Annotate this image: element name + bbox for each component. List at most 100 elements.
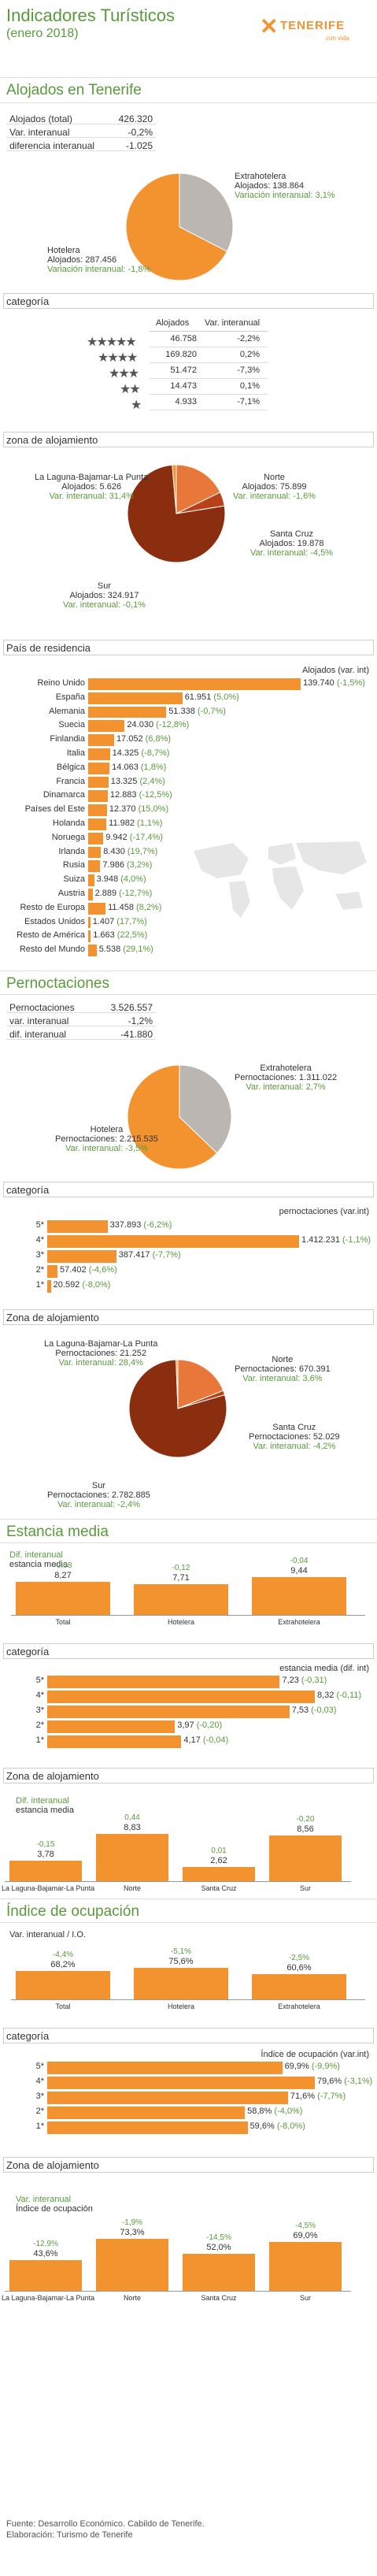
bar-category-label: Italia [66, 748, 85, 758]
bar-value-label: 8.430 (19,7%) [103, 847, 157, 856]
bar-category-label: 5* [35, 1676, 44, 1685]
bar-var: (-9,9%) [309, 2062, 340, 2071]
bar-category-label: Países del Este [24, 804, 85, 815]
bar [88, 916, 91, 929]
bar-category-label: Noruega [51, 832, 85, 842]
bar [88, 762, 110, 774]
column-category-label: Extrahotelera [278, 2003, 320, 2010]
bar-value: 13.325 [110, 776, 138, 786]
column-bar [269, 1835, 342, 1881]
cat-value: 4.933 [175, 397, 197, 406]
oc-zona-title: Zona de alojamiento [6, 2159, 99, 2171]
est-zona-title: Zona de alojamiento [6, 1770, 99, 1782]
column-bar [252, 1577, 346, 1615]
bar [88, 930, 91, 943]
column-value-label: 68,2% [50, 1959, 76, 1969]
column-diff-label: -2,5% [288, 1953, 310, 1962]
bar-value-label: 71,6% (-7,7%) [290, 2092, 346, 2101]
column-value-label: 75,6% [168, 1957, 194, 1966]
bar-value: 71,6% [290, 2092, 316, 2101]
cat-var: -2,2% [237, 334, 260, 343]
bar-var: (-0,7%) [194, 706, 226, 716]
bar-value: 1.663 [93, 930, 115, 941]
bar-value: 11.982 [109, 818, 135, 828]
bar-category-label: Bélgica [56, 762, 85, 772]
cat-var: -7,3% [237, 366, 260, 375]
bar-value: 79,6% [317, 2077, 342, 2086]
star-rating-icon: ★★ [120, 383, 141, 396]
bar-value: 7.986 [102, 860, 124, 870]
column-value-label: 2,62 [210, 1856, 227, 1866]
world-map-icon [194, 841, 367, 918]
bar-value: 51.338 [168, 706, 195, 716]
column-category-label: Santa Cruz [201, 2294, 237, 2302]
pie-slice-extrahotelera [179, 1065, 232, 1154]
bar-value-label: 9.942 (-17,4%) [105, 833, 163, 842]
tenerife-logo: ✕ TENERIFE con vida [260, 16, 362, 47]
column-axis-line [11, 1615, 365, 1616]
zona-laguna-label: La Laguna-Bajamar-La Punta Alojados: 5.62… [35, 473, 149, 501]
pz-norte-label: Norte Pernoctaciones: 670.391 Var. interan… [235, 1355, 331, 1383]
column-category-label: Extrahotelera [278, 1618, 320, 1626]
est-zona-legend-diff: Dif. interanual [16, 1796, 69, 1806]
cat-row-divider [150, 378, 268, 379]
pie-slice-laguna [172, 465, 177, 514]
bar-value: 57.402 [60, 1265, 87, 1275]
estancia-heading: Estancia media [6, 1524, 109, 1540]
alojados-total-row: Alojados (total) 426.320 [6, 112, 156, 124]
bar-value-label: 7,53 (-0,03) [292, 1706, 337, 1715]
page-subtitle: (enero 2018) [6, 27, 79, 40]
bar [47, 2121, 248, 2134]
bar-value-label: 51.338 (-0,7%) [168, 707, 226, 716]
logo-tagline: con vida [326, 35, 349, 42]
ocup-columns: -4,4% 68,2% Total -5,1% 75,6% Hotelera -2,5% 60… [0, 1932, 377, 2015]
bar-value-label: 12.883 (-12,5%) [110, 790, 172, 800]
bar-value-label: 14.063 (1,8%) [112, 763, 166, 772]
bar-category-label: 4* [35, 2077, 44, 2086]
page-title: Indicadores Turísticos [6, 6, 175, 25]
bar [47, 1265, 57, 1278]
cat-value: 51.472 [170, 366, 197, 375]
column-diff-label: -4,4% [52, 1950, 74, 1959]
pz-laguna-label: La Laguna-Bajamar-La Punta Pernoctaciones… [44, 1339, 158, 1368]
cat-value: 169.820 [165, 350, 197, 359]
pz-sur-label: Sur Pernoctaciones: 2.782.885 Var. interan… [47, 1481, 150, 1509]
pie-slice-norte [177, 1360, 224, 1409]
star-rating-icon: ★★★★ [98, 351, 138, 365]
column-diff-label: -1,9% [121, 2218, 143, 2227]
bar-category-label: Irlanda [58, 846, 85, 856]
bar-category-label: Holanda [53, 818, 85, 828]
column-bar [9, 2259, 82, 2291]
bar-value-label: 69,9% (-9,9%) [285, 2062, 340, 2071]
bar-value-label: 337.893 (-6,2%) [110, 1220, 172, 1230]
pern-zona-title: Zona de alojamiento [6, 1312, 99, 1323]
bar [88, 748, 110, 760]
column-category-label: Sur [299, 2294, 311, 2302]
bar-var: (-8,0%) [79, 1280, 111, 1290]
bar-value: 1.407 [92, 916, 115, 926]
column-category-label: Hotelera [167, 1618, 195, 1626]
alojados-zona-title: zona de alojamiento [6, 434, 98, 446]
est-zona-legend-val: estancia media [16, 1806, 74, 1815]
bar-value: 337.893 [109, 1220, 142, 1230]
cat-var: -7,1% [237, 397, 260, 406]
bar-var: (-1,1%) [339, 1235, 371, 1245]
bar-value: 17.052 [116, 734, 143, 744]
pern-total-row: Pernoctaciones 3.526.557 [6, 1000, 156, 1013]
bar [88, 902, 106, 915]
bar-value: 139.740 [303, 678, 334, 688]
bar [47, 1735, 182, 1748]
bar [88, 860, 101, 873]
bar [47, 1706, 290, 1718]
column-bar [96, 2239, 168, 2291]
star-rating-icon: ★★★★★ [87, 336, 137, 349]
bar-value: 14.325 [112, 748, 139, 758]
bar-value: 5.538 [98, 945, 121, 955]
bar-value-label: 79,6% (-3,1%) [317, 2077, 372, 2086]
footer-credit: Elaboración: Turismo de Tenerife [6, 2530, 133, 2540]
column-category-label: Hotelera [167, 2003, 195, 2010]
bar-value-label: 7.986 (3,2%) [102, 860, 152, 870]
bar [88, 832, 104, 844]
bar [88, 846, 102, 859]
bar-category-label: Rusia [62, 860, 85, 870]
